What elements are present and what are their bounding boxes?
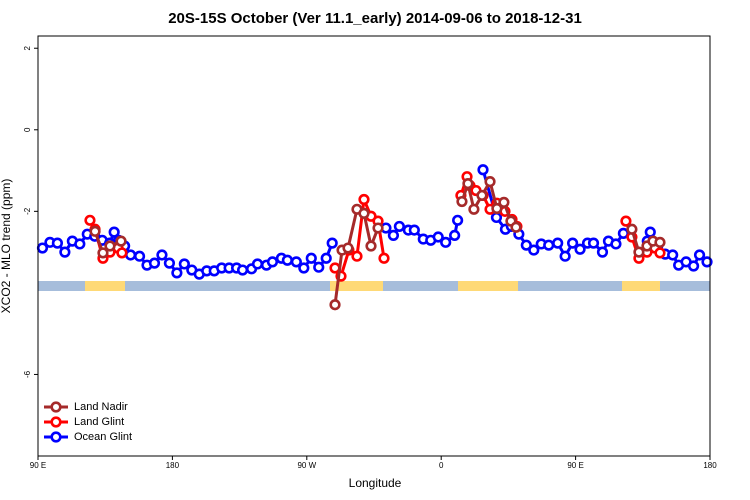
point [387, 229, 400, 241]
point [449, 229, 461, 241]
point [124, 249, 137, 261]
point [456, 195, 468, 208]
plot-frame [37, 35, 711, 457]
point [567, 237, 579, 249]
land-band [458, 281, 518, 291]
point [329, 299, 341, 311]
x-tick-label: 90 E [30, 461, 46, 470]
point [520, 239, 532, 251]
point [163, 257, 176, 269]
point [104, 240, 116, 252]
y-tick-label: -6 [23, 370, 32, 378]
x-tick-label: 90 E [567, 461, 583, 470]
point [84, 214, 96, 226]
y-axis-label: XCO2 - MLO trend (ppm) [0, 179, 13, 314]
point [476, 189, 488, 202]
point [626, 223, 638, 235]
y-tick-label: 2 [23, 45, 32, 50]
point [687, 260, 700, 272]
point [559, 250, 571, 262]
point [351, 250, 363, 262]
point [236, 264, 249, 276]
point [667, 249, 679, 261]
point [610, 238, 622, 250]
legend-marker [50, 416, 62, 428]
point [378, 252, 390, 264]
x-tick-label: 180 [166, 461, 180, 470]
point [51, 237, 64, 249]
point [452, 214, 464, 226]
point [313, 261, 325, 273]
point [266, 256, 279, 268]
point [320, 252, 332, 264]
point [281, 254, 293, 266]
point [148, 257, 161, 269]
point [543, 239, 555, 251]
point [432, 231, 444, 243]
chart-title: 20S-15S October (Ver 11.1_early) 2014-09… [168, 10, 582, 27]
point [528, 244, 540, 256]
land-band [330, 281, 383, 291]
point [74, 238, 86, 250]
point [574, 243, 586, 255]
point [358, 193, 370, 206]
legend-label: Ocean Glint [74, 431, 132, 443]
land-band [85, 281, 125, 291]
point [298, 262, 310, 274]
point [654, 236, 666, 248]
point [701, 256, 713, 268]
point [490, 211, 503, 224]
point [342, 242, 354, 254]
point [133, 250, 146, 262]
legend-marker [50, 431, 62, 443]
point [178, 258, 190, 270]
legend-marker [50, 401, 62, 413]
point [116, 247, 128, 259]
point [633, 246, 645, 258]
point [251, 258, 264, 270]
y-tick-label: 0 [23, 127, 32, 132]
point [372, 222, 384, 234]
x-tick-label: 0 [439, 461, 444, 470]
point [365, 240, 377, 252]
x-tick-label: 90 W [297, 461, 316, 470]
point [305, 252, 317, 264]
point [484, 175, 496, 188]
x-axis-label: Longitude [349, 476, 402, 490]
point [393, 220, 405, 233]
legend-label: Land Nadir [74, 401, 128, 413]
point [498, 196, 510, 208]
point [358, 207, 370, 219]
point [115, 235, 127, 247]
point [596, 246, 609, 258]
point [587, 237, 600, 249]
point [654, 247, 666, 259]
point [59, 246, 71, 258]
point [408, 224, 420, 236]
point [552, 237, 564, 249]
point [89, 225, 101, 237]
point [491, 202, 503, 215]
y-tick-label: -2 [23, 207, 32, 215]
point [326, 237, 338, 249]
point [171, 267, 183, 279]
point [620, 215, 632, 227]
point [290, 256, 302, 268]
point [477, 164, 489, 176]
point [440, 236, 452, 248]
point [156, 249, 168, 261]
point [510, 221, 522, 233]
legend-label: Land Glint [74, 416, 124, 428]
land-band [622, 281, 660, 291]
point [108, 226, 120, 238]
point [97, 247, 109, 259]
point [644, 226, 656, 238]
point [693, 249, 706, 261]
x-tick-label: 180 [703, 461, 717, 470]
point [462, 178, 474, 190]
point [468, 203, 480, 215]
